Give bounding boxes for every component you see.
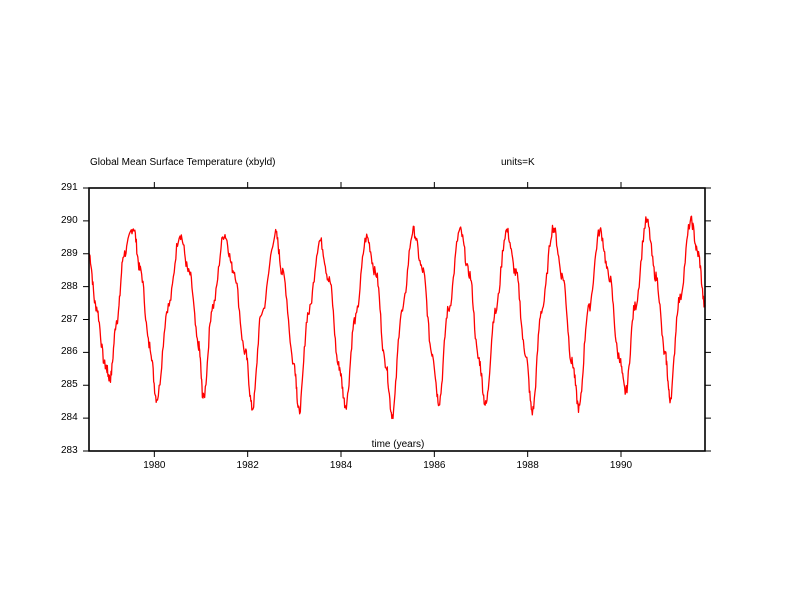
x-axis-label: time (years)	[371, 439, 425, 450]
y-tick-label: 288	[61, 280, 78, 292]
plot-frame	[88, 187, 706, 452]
y-tick-label: 289	[61, 247, 78, 259]
units-label: units=K	[501, 157, 535, 168]
x-tick-label: 1986	[423, 460, 446, 471]
x-tick-label: 1982	[236, 460, 259, 471]
x-tick-label: 1990	[609, 460, 633, 471]
x-tick-label: 1984	[329, 460, 353, 471]
x-tick-label: 1988	[516, 460, 539, 471]
tick-marks	[83, 182, 711, 457]
y-tick-label: 283	[61, 445, 78, 456]
y-tick-label: 287	[61, 313, 78, 325]
x-tick-label: 1980	[143, 460, 166, 471]
series-line-temperature	[88, 215, 706, 420]
y-tick-label: 285	[61, 379, 78, 391]
y-tick-label: 286	[61, 346, 78, 358]
y-tick-label: 290	[61, 214, 78, 226]
y-tick-label: 291	[61, 182, 78, 193]
y-tick-label: 284	[61, 412, 78, 424]
chart-title: Global Mean Surface Temperature (xbyld)	[90, 157, 276, 168]
